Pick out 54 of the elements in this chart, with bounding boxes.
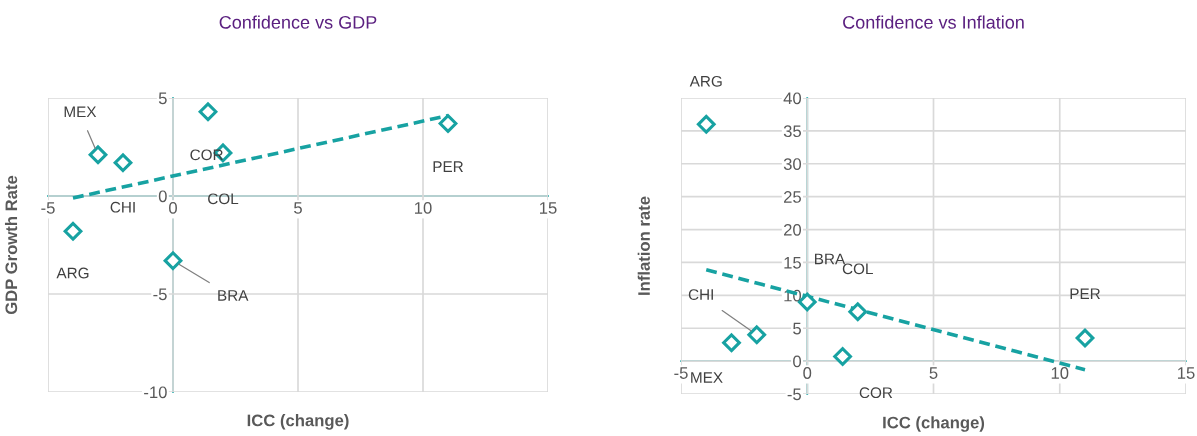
annotation: BRA [815, 253, 846, 265]
point [63, 221, 83, 241]
point [163, 251, 183, 271]
y-tick-label: 15 [784, 257, 801, 269]
point [113, 153, 133, 173]
point [747, 325, 767, 345]
x-tick-label: 5 [929, 367, 938, 379]
annotation: MEX [64, 106, 97, 118]
annotation: CHI [688, 289, 713, 301]
annotation: COL [208, 193, 239, 205]
y-tick-label: 0 [793, 355, 802, 368]
x-tick-label: -5 [41, 202, 55, 214]
x-tick-label: 10 [1051, 367, 1069, 379]
x-tick-label: 5 [294, 202, 302, 214]
annotation: MEX [691, 372, 723, 383]
annotation: CHI [110, 201, 135, 213]
point [198, 102, 218, 122]
point [722, 333, 741, 353]
y-tick-label: 25 [784, 191, 801, 203]
y-tick-label: -5 [787, 388, 801, 401]
x-tick-label: -5 [674, 367, 688, 379]
y-tick-label: 30 [783, 158, 802, 170]
y-tick-label: 5 [793, 322, 801, 335]
annotation: PER [1070, 288, 1100, 299]
point [438, 114, 458, 133]
annotation: ARG [689, 75, 722, 87]
point [848, 302, 868, 322]
x-tick-label: 15 [1178, 367, 1195, 379]
annotation: COL [842, 263, 873, 275]
annotation: BRA [218, 290, 249, 301]
x-tick-label: 0 [803, 367, 812, 379]
y-tick-label: 20 [784, 223, 802, 236]
chart-title: Confidence vs GDP [219, 15, 377, 29]
point [88, 145, 108, 165]
point [833, 347, 852, 366]
y-tick-label: 5 [158, 92, 167, 105]
point [696, 114, 716, 134]
x-axis-title: ICC (change) [883, 416, 985, 432]
chart-title: Confidence vs Inflation [843, 15, 1024, 29]
y-tick-label: 35 [783, 125, 801, 138]
x-axis-title: ICC (change) [247, 414, 349, 430]
annotation: COR [859, 387, 893, 399]
y-axis-title: GDP Growth Rate [4, 175, 18, 315]
annotation: ARG [56, 267, 89, 279]
y-tick-label: -10 [144, 386, 167, 399]
x-tick-label: 10 [415, 202, 432, 214]
y-axis-title: Inflation rate [637, 196, 650, 295]
y-tick-label: 40 [783, 92, 802, 105]
y-tick-label: 0 [158, 190, 167, 203]
annotation: PER [433, 161, 463, 172]
y-tick-label: -5 [153, 288, 167, 301]
x-tick-label: 15 [540, 202, 557, 214]
x-tick-label: 0 [169, 202, 177, 214]
point [1075, 328, 1095, 348]
